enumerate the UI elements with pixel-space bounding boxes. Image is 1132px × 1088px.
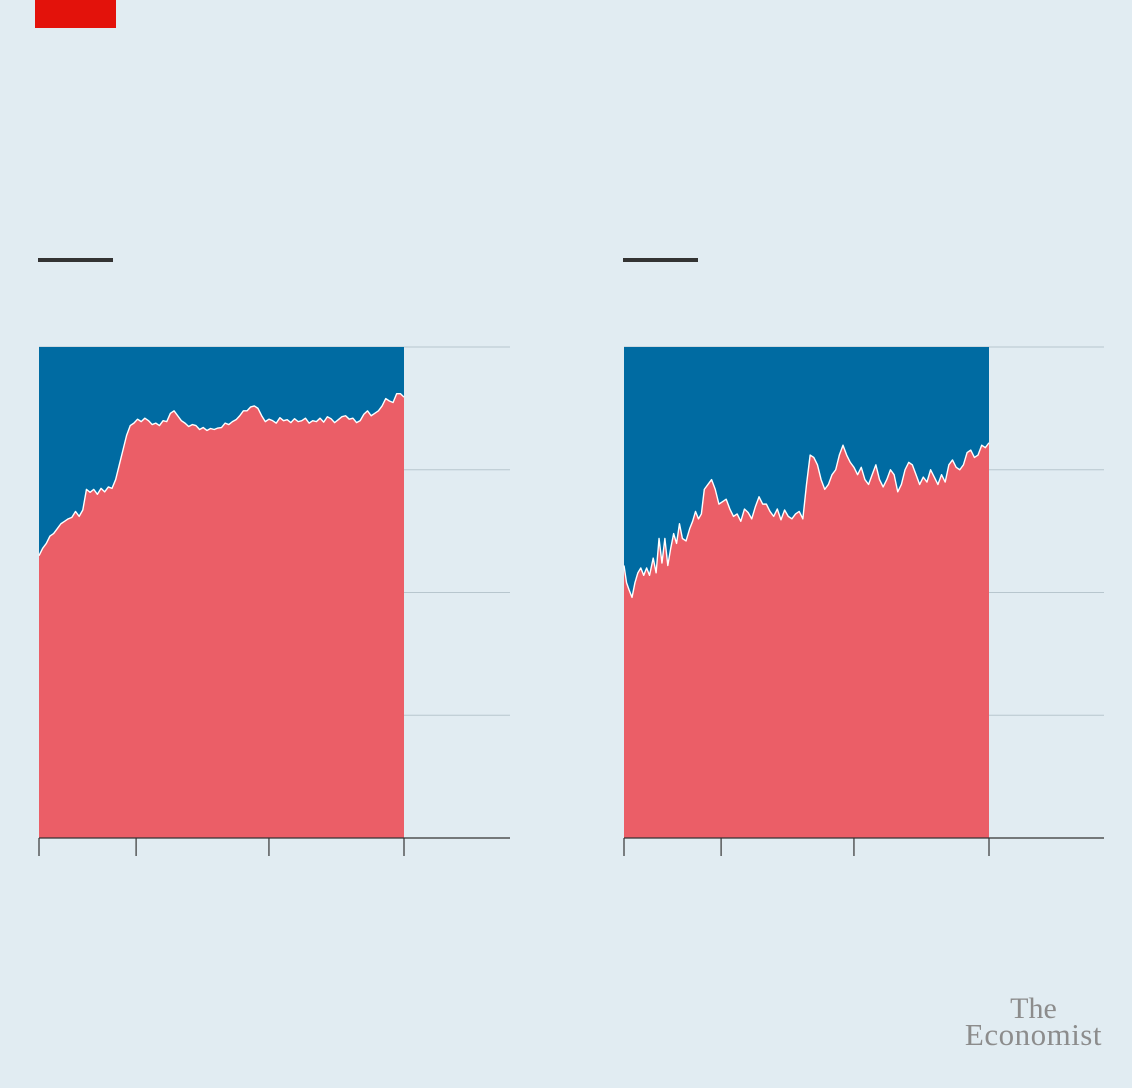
brand-red-tag [35,0,116,28]
series-boundary-line-2 [623,442,990,599]
area-lower-series-1 [39,393,404,838]
logo-line-1: The [1010,992,1057,1025]
area-lower-series-2 [624,442,989,838]
economist-logo: The Economist [964,992,1102,1052]
logo-line-2: Economist [964,1017,1102,1052]
series-boundary-line-1 [38,392,405,556]
